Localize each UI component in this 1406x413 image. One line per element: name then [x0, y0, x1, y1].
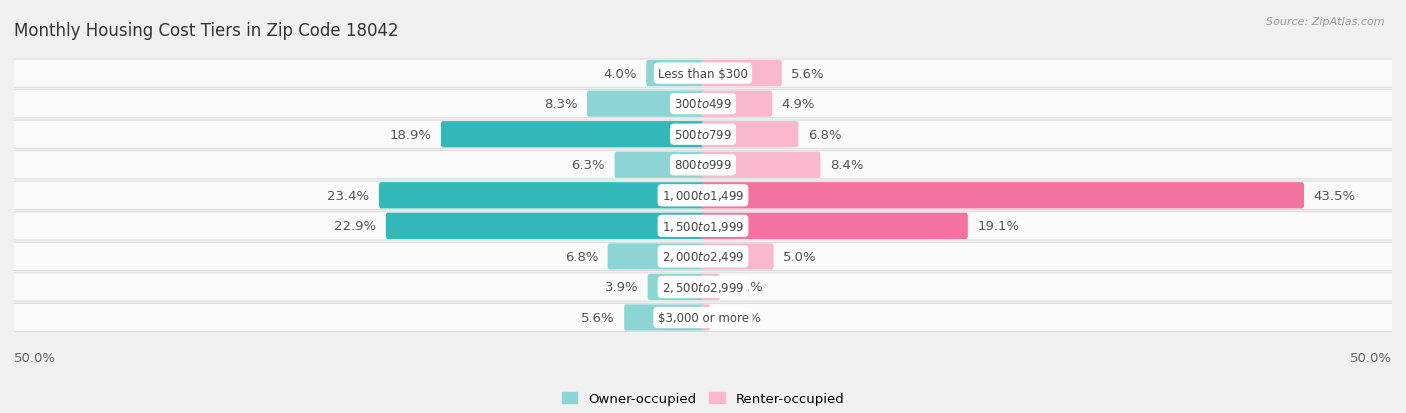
- FancyBboxPatch shape: [586, 91, 704, 118]
- Text: 4.9%: 4.9%: [782, 98, 815, 111]
- FancyBboxPatch shape: [13, 243, 1393, 271]
- Text: 1.1%: 1.1%: [730, 281, 763, 294]
- FancyBboxPatch shape: [13, 60, 1393, 88]
- Text: 4.0%: 4.0%: [603, 67, 637, 81]
- FancyBboxPatch shape: [441, 122, 704, 148]
- FancyBboxPatch shape: [624, 305, 704, 331]
- Text: 8.4%: 8.4%: [830, 159, 863, 172]
- FancyBboxPatch shape: [385, 213, 704, 240]
- FancyBboxPatch shape: [13, 90, 1393, 119]
- FancyBboxPatch shape: [13, 212, 1393, 240]
- Text: 6.8%: 6.8%: [807, 128, 841, 141]
- FancyBboxPatch shape: [702, 305, 710, 331]
- Text: 23.4%: 23.4%: [328, 189, 370, 202]
- Text: Source: ZipAtlas.com: Source: ZipAtlas.com: [1267, 17, 1385, 26]
- Text: 22.9%: 22.9%: [335, 220, 377, 233]
- Text: $1,500 to $1,999: $1,500 to $1,999: [662, 219, 744, 233]
- FancyBboxPatch shape: [702, 274, 720, 300]
- Text: 19.1%: 19.1%: [977, 220, 1019, 233]
- Text: $3,000 or more: $3,000 or more: [658, 311, 748, 324]
- Text: 50.0%: 50.0%: [14, 351, 56, 364]
- FancyBboxPatch shape: [13, 304, 1393, 332]
- Text: $500 to $799: $500 to $799: [673, 128, 733, 141]
- Text: 6.3%: 6.3%: [572, 159, 605, 172]
- FancyBboxPatch shape: [702, 183, 1303, 209]
- Text: $2,000 to $2,499: $2,000 to $2,499: [662, 250, 744, 264]
- Text: 8.3%: 8.3%: [544, 98, 578, 111]
- FancyBboxPatch shape: [607, 244, 704, 270]
- Text: 5.6%: 5.6%: [792, 67, 825, 81]
- FancyBboxPatch shape: [13, 121, 1393, 149]
- Legend: Owner-occupied, Renter-occupied: Owner-occupied, Renter-occupied: [557, 387, 849, 410]
- FancyBboxPatch shape: [380, 183, 704, 209]
- Text: 43.5%: 43.5%: [1313, 189, 1355, 202]
- Text: $800 to $999: $800 to $999: [673, 159, 733, 172]
- FancyBboxPatch shape: [702, 61, 782, 87]
- FancyBboxPatch shape: [13, 273, 1393, 301]
- FancyBboxPatch shape: [13, 151, 1393, 179]
- FancyBboxPatch shape: [702, 213, 967, 240]
- Text: 0.39%: 0.39%: [720, 311, 762, 324]
- Text: 5.0%: 5.0%: [783, 250, 817, 263]
- Text: Monthly Housing Cost Tiers in Zip Code 18042: Monthly Housing Cost Tiers in Zip Code 1…: [14, 22, 399, 40]
- Text: 5.6%: 5.6%: [581, 311, 614, 324]
- FancyBboxPatch shape: [647, 61, 704, 87]
- Text: Less than $300: Less than $300: [658, 67, 748, 81]
- FancyBboxPatch shape: [648, 274, 704, 300]
- Text: 50.0%: 50.0%: [1350, 351, 1392, 364]
- Text: $2,500 to $2,999: $2,500 to $2,999: [662, 280, 744, 294]
- Text: 6.8%: 6.8%: [565, 250, 599, 263]
- FancyBboxPatch shape: [702, 122, 799, 148]
- Text: 3.9%: 3.9%: [605, 281, 638, 294]
- FancyBboxPatch shape: [702, 152, 820, 178]
- Text: $1,000 to $1,499: $1,000 to $1,499: [662, 189, 744, 203]
- FancyBboxPatch shape: [702, 91, 772, 118]
- Text: 18.9%: 18.9%: [389, 128, 432, 141]
- FancyBboxPatch shape: [702, 244, 773, 270]
- Text: $300 to $499: $300 to $499: [673, 98, 733, 111]
- FancyBboxPatch shape: [13, 182, 1393, 210]
- FancyBboxPatch shape: [614, 152, 704, 178]
